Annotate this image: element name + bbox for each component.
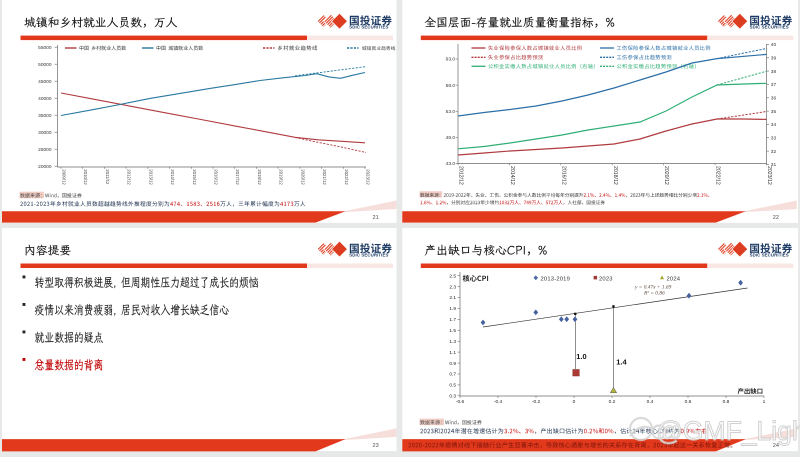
- svg-text:22: 22: [773, 215, 779, 221]
- svg-text:2014/12: 2014/12: [509, 166, 515, 185]
- svg-text:2011/12: 2011/12: [105, 169, 110, 185]
- svg-text:2022/12: 2022/12: [344, 169, 349, 185]
- svg-text:40000: 40000: [38, 96, 52, 102]
- svg-text:2013/12: 2013/12: [148, 169, 153, 185]
- svg-text:SDIC SECURITIES: SDIC SECURITIES: [750, 25, 789, 30]
- svg-text:1.3: 1.3: [449, 339, 456, 345]
- svg-text:2009/12: 2009/12: [62, 169, 67, 185]
- svg-text:2021/12: 2021/12: [322, 169, 327, 185]
- svg-text:0.8: 0.8: [723, 399, 730, 405]
- svg-text:2023/12: 2023/12: [366, 169, 371, 185]
- svg-text:-0.6: -0.6: [456, 399, 465, 405]
- svg-text:2012/12: 2012/12: [127, 169, 132, 185]
- svg-text:24: 24: [773, 443, 779, 449]
- svg-text:20000: 20000: [38, 164, 52, 170]
- svg-text:2015/12: 2015/12: [192, 169, 197, 185]
- svg-text:34: 34: [771, 122, 777, 128]
- svg-text:2018/12: 2018/12: [257, 169, 262, 185]
- svg-text:2023: 2023: [599, 276, 613, 282]
- svg-text:45000: 45000: [38, 79, 52, 85]
- svg-text:1.5: 1.5: [449, 328, 456, 334]
- svg-text:31: 31: [771, 162, 777, 168]
- svg-text:2024: 2024: [667, 276, 681, 282]
- svg-text:48.0: 48.0: [446, 135, 456, 141]
- svg-text:33: 33: [771, 135, 777, 141]
- svg-text:38: 38: [771, 69, 777, 75]
- svg-text:SDIC SECURITIES: SDIC SECURITIES: [349, 253, 388, 258]
- svg-text:1.0: 1.0: [576, 352, 586, 361]
- svg-text:1.4: 1.4: [616, 358, 627, 367]
- svg-text:0.9: 0.9: [449, 361, 456, 367]
- svg-text:0.6: 0.6: [685, 399, 692, 405]
- svg-text:1.1: 1.1: [449, 350, 456, 356]
- svg-text:37: 37: [771, 82, 777, 88]
- svg-text:2023/12: 2023/12: [766, 166, 772, 185]
- svg-text:36: 36: [771, 96, 777, 102]
- svg-text:2022/12: 2022/12: [715, 166, 721, 185]
- svg-text:2020/12: 2020/12: [300, 169, 305, 185]
- svg-text:23: 23: [373, 443, 379, 449]
- svg-text:2.3: 2.3: [449, 284, 456, 290]
- svg-text:40: 40: [771, 42, 777, 48]
- svg-text:@GMF_Light: @GMF_Light: [656, 416, 800, 446]
- svg-text:y = 0.47x + 1.69: y = 0.47x + 1.69: [634, 285, 672, 291]
- svg-text:30000: 30000: [38, 130, 52, 136]
- svg-text:SDIC SECURITIES: SDIC SECURITIES: [349, 25, 388, 30]
- svg-text:25000: 25000: [38, 147, 52, 153]
- svg-text:2014/12: 2014/12: [170, 169, 175, 185]
- svg-text:0: 0: [573, 399, 576, 405]
- svg-text:2016/12: 2016/12: [560, 166, 566, 185]
- svg-text:1: 1: [763, 399, 766, 405]
- svg-text:1.7: 1.7: [449, 317, 456, 323]
- svg-text:58.0: 58.0: [446, 83, 456, 89]
- svg-text:35000: 35000: [38, 113, 52, 119]
- svg-text:0.3: 0.3: [449, 394, 456, 400]
- svg-text:2013-2019: 2013-2019: [541, 276, 571, 282]
- svg-text:R² = 0.86: R² = 0.86: [643, 291, 665, 297]
- svg-text:SDIC SECURITIES: SDIC SECURITIES: [750, 253, 789, 258]
- svg-text:0.2: 0.2: [609, 399, 616, 405]
- svg-text:2012/12: 2012/12: [458, 166, 464, 185]
- svg-text:50000: 50000: [38, 62, 52, 68]
- svg-text:2017/12: 2017/12: [235, 169, 240, 185]
- svg-text:-0.2: -0.2: [532, 399, 541, 405]
- svg-text:43.0: 43.0: [446, 161, 456, 167]
- svg-text:0.5: 0.5: [449, 383, 456, 389]
- svg-text:21: 21: [373, 215, 379, 221]
- svg-text:53.0: 53.0: [446, 109, 456, 115]
- svg-text:-0.4: -0.4: [494, 399, 503, 405]
- svg-text:0.7: 0.7: [449, 372, 456, 378]
- svg-text:2019/12: 2019/12: [279, 169, 284, 185]
- svg-text:63.0: 63.0: [446, 57, 456, 63]
- svg-text:2.5: 2.5: [449, 273, 456, 279]
- svg-text:2018/12: 2018/12: [612, 166, 618, 185]
- svg-text:2016/12: 2016/12: [214, 169, 219, 185]
- svg-text:0.4: 0.4: [647, 399, 654, 405]
- svg-text:32: 32: [771, 149, 777, 155]
- svg-text:2010/12: 2010/12: [83, 169, 88, 185]
- svg-text:35: 35: [771, 109, 777, 115]
- svg-text:55000: 55000: [38, 45, 52, 51]
- svg-text:39: 39: [771, 56, 777, 62]
- svg-text:2020/12: 2020/12: [663, 166, 669, 185]
- svg-text:1.9: 1.9: [449, 306, 456, 312]
- svg-text:2.1: 2.1: [449, 295, 456, 301]
